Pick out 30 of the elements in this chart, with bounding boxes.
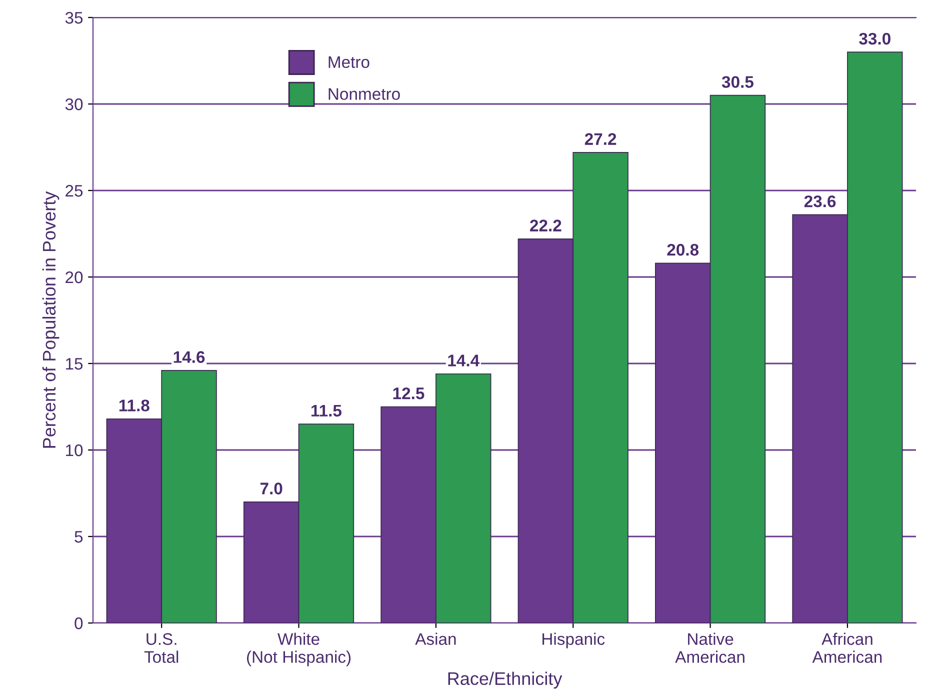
data-label: 23.6 — [804, 195, 836, 208]
y-tick-label: 25 — [66, 184, 83, 197]
y-tick-label: 35 — [65, 12, 83, 24]
x-tick-label: Native American — [675, 632, 744, 663]
x-tick-label: U.S. Total — [144, 633, 178, 663]
y-tick-label: 10 — [66, 444, 83, 456]
data-label: 11.5 — [311, 404, 342, 417]
legend-label: Nonmetro — [328, 88, 400, 100]
y-axis-title: Percent of Population in Poverty — [42, 191, 60, 448]
y-tick-label: 0 — [74, 617, 83, 630]
data-label: 14.4 — [448, 354, 480, 366]
data-label: 7.0 — [260, 482, 282, 494]
data-label: 20.8 — [667, 244, 699, 256]
data-label: 14.6 — [174, 351, 205, 363]
data-label: 33.0 — [859, 32, 890, 45]
x-tick-label: Asian — [415, 632, 456, 645]
x-tick-label: Hispanic — [542, 632, 605, 648]
data-label: 27.2 — [584, 133, 616, 145]
data-label: 12.5 — [393, 387, 424, 400]
data-label: 22.2 — [530, 220, 562, 232]
data-label: 11.8 — [119, 400, 150, 412]
x-axis-title: Race/Ethnicity — [448, 672, 562, 689]
legend-label: Metro — [328, 56, 370, 68]
y-tick-label: 20 — [66, 271, 83, 284]
x-tick-label: African American — [812, 632, 882, 663]
x-tick-label: White (Not Hispanic) — [247, 632, 351, 666]
data-label: 30.5 — [722, 76, 754, 88]
y-tick-label: 15 — [66, 358, 83, 370]
y-tick-label: 5 — [74, 531, 83, 543]
y-tick-label: 30 — [65, 98, 83, 110]
